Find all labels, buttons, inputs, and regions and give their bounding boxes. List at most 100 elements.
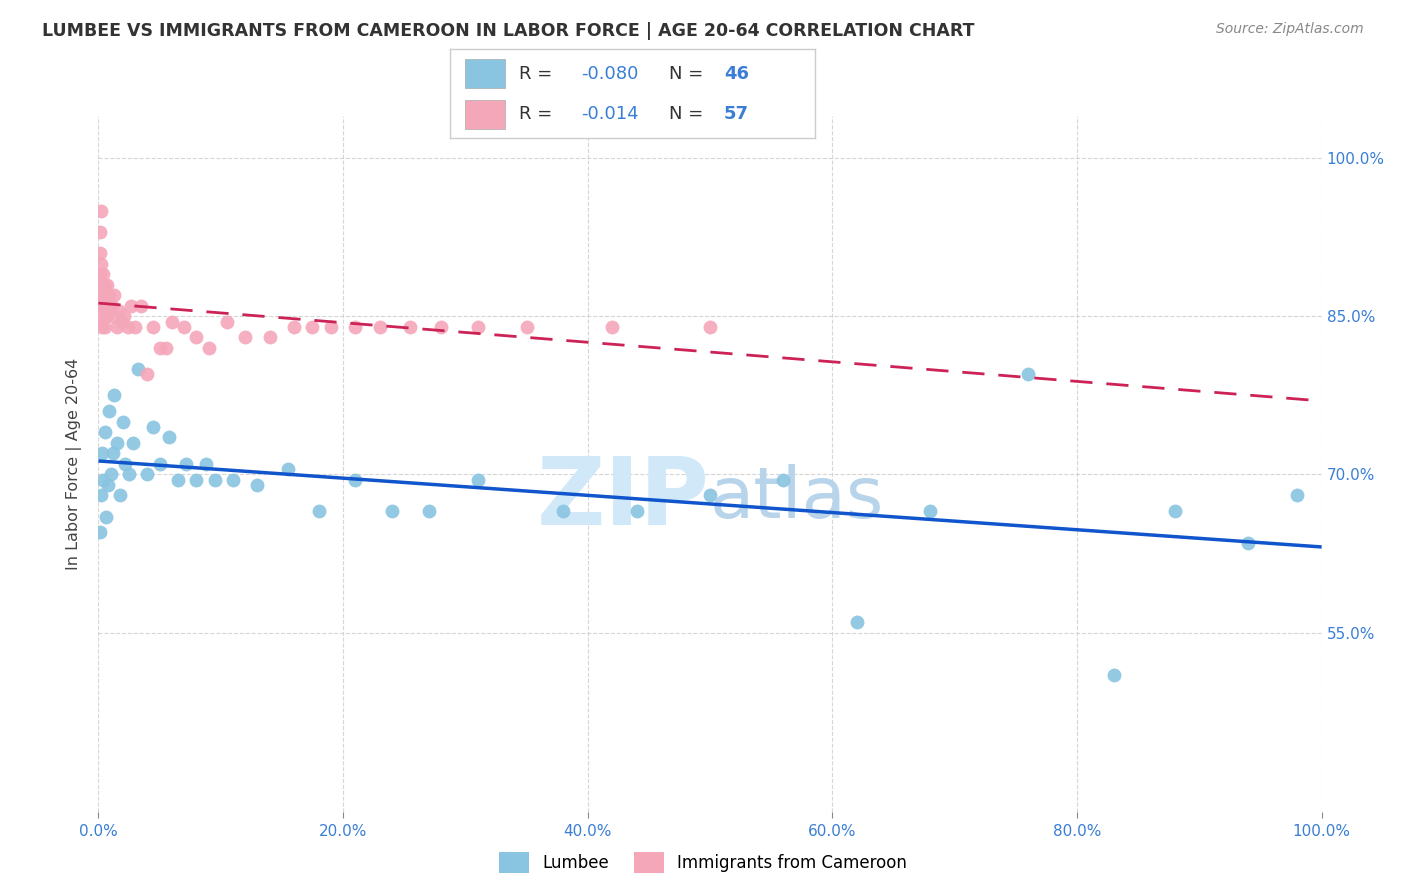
- Point: [186, 473, 208, 487]
- Point: [127, 362, 149, 376]
- Point: [94, 288, 117, 302]
- Point: [1286, 488, 1309, 502]
- Point: [97, 288, 120, 302]
- Point: [105, 435, 128, 450]
- Point: [118, 467, 141, 482]
- Point: [105, 319, 128, 334]
- Point: [319, 319, 342, 334]
- Point: [101, 310, 124, 324]
- Point: [197, 341, 219, 355]
- Text: LUMBEE VS IMMIGRANTS FROM CAMEROON IN LABOR FORCE | AGE 20-64 CORRELATION CHART: LUMBEE VS IMMIGRANTS FROM CAMEROON IN LA…: [42, 22, 974, 40]
- Point: [89, 267, 111, 281]
- Point: [699, 488, 721, 502]
- Point: [467, 319, 489, 334]
- Point: [399, 319, 422, 334]
- Point: [136, 467, 159, 482]
- Point: [112, 310, 135, 324]
- Text: R =: R =: [519, 64, 558, 83]
- Text: 46: 46: [724, 64, 749, 83]
- Point: [91, 319, 114, 334]
- Point: [467, 473, 489, 487]
- Point: [308, 504, 330, 518]
- Point: [215, 314, 238, 328]
- Point: [368, 319, 391, 334]
- Y-axis label: In Labor Force | Age 20-64: In Labor Force | Age 20-64: [66, 358, 83, 570]
- Point: [142, 420, 165, 434]
- Point: [124, 319, 146, 334]
- Point: [176, 457, 198, 471]
- Point: [167, 473, 190, 487]
- Point: [91, 446, 114, 460]
- Point: [103, 288, 125, 302]
- Point: [259, 330, 281, 344]
- Point: [553, 504, 575, 518]
- Point: [110, 488, 132, 502]
- Point: [344, 473, 367, 487]
- Point: [93, 425, 115, 440]
- FancyBboxPatch shape: [464, 59, 505, 88]
- Point: [845, 615, 868, 629]
- Point: [173, 319, 195, 334]
- Point: [90, 203, 112, 218]
- Text: -0.080: -0.080: [582, 64, 638, 83]
- Point: [222, 473, 245, 487]
- Point: [93, 277, 115, 292]
- Point: [195, 457, 218, 471]
- Point: [515, 319, 537, 334]
- Point: [90, 277, 112, 292]
- Point: [101, 299, 124, 313]
- Point: [96, 277, 118, 292]
- Point: [136, 368, 159, 382]
- Point: [114, 457, 136, 471]
- Text: 57: 57: [724, 104, 749, 123]
- Point: [430, 319, 453, 334]
- Point: [96, 299, 118, 313]
- Point: [1237, 536, 1260, 550]
- Point: [91, 277, 114, 292]
- Point: [1164, 504, 1187, 518]
- Point: [111, 415, 134, 429]
- Point: [90, 256, 112, 270]
- Text: atlas: atlas: [710, 464, 884, 533]
- Point: [117, 319, 139, 334]
- Point: [97, 478, 120, 492]
- Point: [626, 504, 648, 518]
- Point: [233, 330, 256, 344]
- Point: [920, 504, 942, 518]
- Point: [91, 288, 114, 302]
- Point: [98, 404, 121, 418]
- Point: [142, 319, 165, 334]
- Point: [100, 299, 122, 313]
- Point: [277, 462, 299, 476]
- Text: ZIP: ZIP: [537, 452, 710, 545]
- Point: [89, 299, 111, 313]
- Point: [246, 478, 269, 492]
- Point: [283, 319, 305, 334]
- Point: [157, 430, 180, 444]
- Point: [149, 341, 172, 355]
- FancyBboxPatch shape: [464, 100, 505, 129]
- Text: R =: R =: [519, 104, 558, 123]
- Point: [108, 304, 131, 318]
- Legend: Lumbee, Immigrants from Cameroon: Lumbee, Immigrants from Cameroon: [492, 846, 914, 880]
- Point: [89, 525, 111, 540]
- Point: [121, 435, 143, 450]
- Point: [149, 457, 172, 471]
- Point: [90, 488, 112, 502]
- Point: [93, 299, 115, 313]
- Point: [90, 310, 112, 324]
- Point: [699, 319, 721, 334]
- Point: [98, 288, 121, 302]
- Point: [94, 509, 117, 524]
- Point: [381, 504, 404, 518]
- Point: [160, 314, 183, 328]
- Point: [101, 446, 124, 460]
- Point: [600, 319, 623, 334]
- Point: [155, 341, 177, 355]
- Point: [129, 299, 152, 313]
- Point: [120, 299, 142, 313]
- Text: N =: N =: [669, 64, 709, 83]
- Point: [89, 277, 111, 292]
- Point: [344, 319, 367, 334]
- Point: [186, 330, 208, 344]
